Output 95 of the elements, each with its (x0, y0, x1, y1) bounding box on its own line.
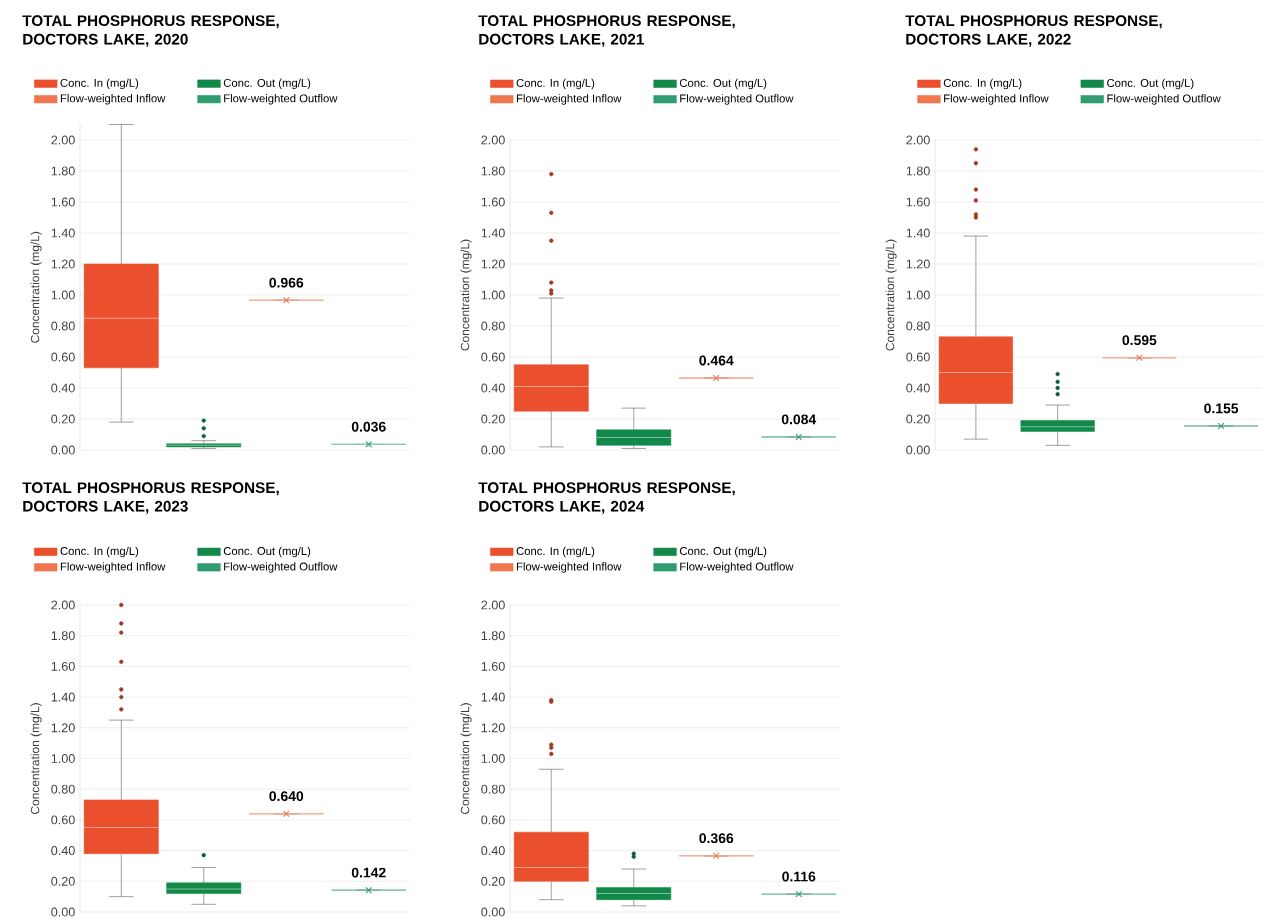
legend-label: Conc. Out (mg/L) (1107, 78, 1194, 90)
text: 0.464 (699, 355, 734, 366)
legend-label: Flow-weighted Inflow (944, 94, 1049, 105)
legend-label: Conc. Out (mg/L) (223, 546, 311, 558)
text: 0.084 (781, 414, 817, 425)
legend-label: Conc. In (mg/L) (60, 78, 139, 90)
y-axis-title: Concentration (mg/L) (30, 231, 42, 343)
y-tick-label: 1.00 (906, 290, 930, 300)
legend-label: Conc. Out (mg/L) (679, 78, 767, 90)
y-tick-label: 1.60 (481, 661, 505, 671)
legend-label: Conc. Out (mg/L) (679, 546, 767, 558)
y-tick-label: 0.00 (51, 445, 75, 455)
legend-label: Conc. In (mg/L) (943, 78, 1022, 90)
y-tick-label: 0.40 (51, 383, 75, 393)
legend-label: Conc. In (mg/L) (516, 78, 595, 90)
y-tick-label: 0.20 (906, 414, 930, 424)
legend-label: Flow-weighted Inflow (60, 562, 166, 573)
y-tick-label: 0.60 (481, 352, 505, 362)
y-tick-label: 1.80 (906, 166, 930, 176)
y-tick-label: 1.20 (906, 259, 930, 269)
y-tick-label: 1.60 (51, 661, 75, 671)
y-tick-label: 2.00 (51, 600, 75, 610)
y-tick-label: 0.60 (51, 352, 75, 362)
text: 0.640 (269, 791, 304, 802)
y-tick-label: 0.00 (481, 445, 505, 455)
y-tick-label: 0.20 (51, 414, 75, 424)
y-tick-label: 1.00 (51, 290, 75, 300)
text: 0.155 (1204, 403, 1239, 414)
y-tick-label: 1.60 (481, 197, 505, 207)
legend-label: Flow-weighted Outflow (680, 562, 794, 573)
y-tick-label: 0.00 (906, 445, 930, 455)
y-tick-label: 0.80 (481, 321, 505, 331)
legend-label: Flow-weighted Outflow (224, 562, 338, 573)
legend-label: Flow-weighted Inflow (60, 94, 166, 105)
y-tick-label: 0.20 (51, 876, 75, 886)
y-tick-label: 1.40 (51, 228, 75, 238)
legend-label: Conc. In (mg/L) (516, 546, 595, 558)
y-tick-label: 2.00 (481, 135, 505, 145)
y-tick-label: 1.60 (51, 197, 75, 207)
legend-label: Conc. In (mg/L) (60, 546, 139, 558)
y-axis-title: Concentration (mg/L) (885, 239, 897, 351)
y-tick-label: 0.20 (481, 414, 505, 424)
y-tick-label: 0.80 (51, 784, 75, 794)
legend-label: Flow-weighted Inflow (516, 94, 622, 105)
text: 0.366 (699, 833, 734, 844)
chart-title: TOTAL PHOSPHORUS RESPONSE, DOCTORS LAKE, 2021 (478, 15, 735, 47)
y-tick-label: 2.00 (481, 600, 505, 610)
legend-label: Flow-weighted Outflow (224, 94, 338, 105)
y-tick-label: 0.80 (51, 321, 75, 331)
text: 0.595 (1122, 335, 1157, 346)
y-tick-label: 1.40 (906, 228, 930, 238)
y-tick-label: 0.40 (51, 846, 75, 856)
legend-label: Flow-weighted Outflow (1107, 94, 1221, 105)
y-axis-title: Concentration (mg/L) (460, 239, 472, 351)
y-tick-label: 0.20 (481, 876, 505, 886)
chart-title: TOTAL PHOSPHORUS RESPONSE, DOCTORS LAKE, 2020 (22, 15, 279, 47)
y-tick-label: 2.00 (51, 135, 75, 145)
y-tick-label: 1.00 (51, 754, 75, 763)
text: 0.142 (351, 867, 386, 878)
y-tick-label: 0.60 (906, 352, 930, 362)
y-tick-label: 1.80 (51, 631, 75, 641)
y-axis-title: Concentration (mg/L) (460, 703, 472, 815)
y-tick-label: 0.40 (906, 383, 930, 393)
y-tick-label: 1.20 (481, 723, 505, 733)
y-tick-label: 1.20 (481, 259, 505, 269)
y-tick-label: 2.00 (906, 135, 930, 145)
chart-title: TOTAL PHOSPHORUS RESPONSE, DOCTORS LAKE, 2023 (22, 482, 279, 514)
chart-title: TOTAL PHOSPHORUS RESPONSE, DOCTORS LAKE, 2024 (478, 482, 735, 514)
y-tick-label: 1.40 (481, 692, 505, 702)
chart-title: TOTAL PHOSPHORUS RESPONSE, DOCTORS LAKE, 2022 (905, 15, 1162, 47)
y-axis-title: Concentration (mg/L) (30, 703, 42, 815)
y-tick-label: 1.80 (481, 166, 505, 176)
y-tick-label: 0.60 (481, 815, 505, 825)
y-tick-label: 0.80 (481, 784, 505, 794)
y-tick-label: 1.40 (481, 228, 505, 238)
text: 0.116 (782, 871, 816, 882)
y-tick-label: 0.40 (481, 846, 505, 856)
y-tick-label: 1.80 (481, 631, 505, 641)
y-tick-label: 0.00 (481, 907, 505, 917)
y-tick-label: 1.60 (906, 197, 930, 207)
legend-label: Flow-weighted Outflow (680, 94, 794, 105)
y-tick-label: 0.60 (51, 815, 75, 825)
y-tick-label: 0.40 (481, 383, 505, 393)
text: 0.036 (351, 421, 386, 432)
y-tick-label: 1.00 (481, 290, 505, 300)
y-tick-label: 1.40 (51, 692, 75, 702)
y-tick-label: 1.20 (51, 259, 75, 269)
y-tick-label: 0.00 (51, 907, 75, 917)
y-tick-label: 1.80 (51, 166, 75, 176)
text: 0.966 (269, 277, 304, 288)
y-tick-label: 0.80 (906, 321, 930, 331)
y-tick-label: 1.20 (51, 723, 75, 733)
legend-label: Flow-weighted Inflow (516, 562, 622, 573)
y-tick-label: 1.00 (481, 754, 505, 763)
legend-label: Conc. Out (mg/L) (223, 78, 311, 90)
